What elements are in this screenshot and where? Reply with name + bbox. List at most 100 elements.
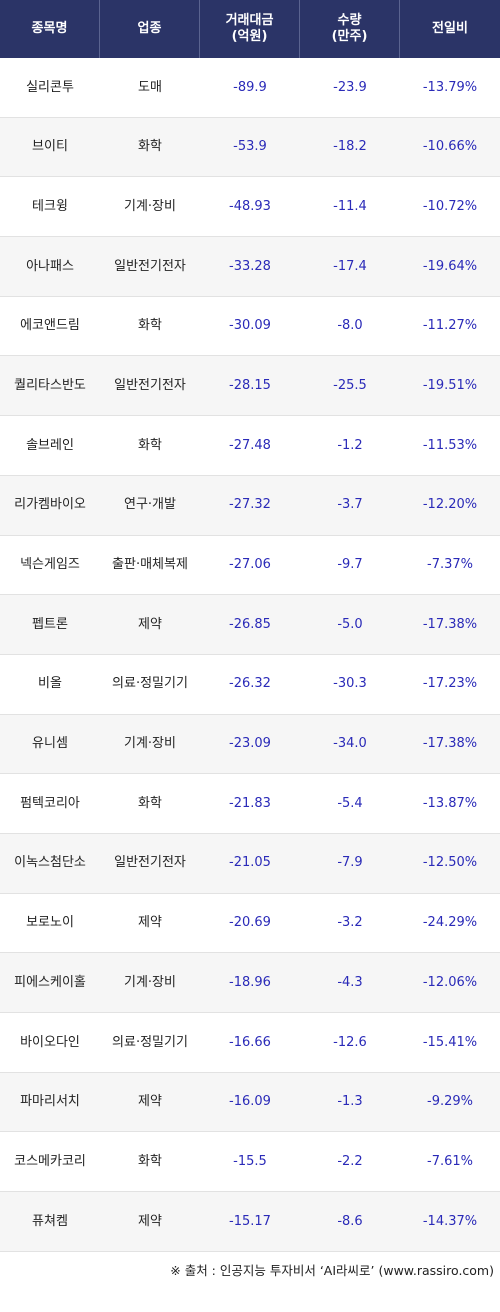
trade-volume: -18.2 [333, 139, 367, 155]
stock-name: 퓨쳐켐 [32, 1213, 68, 1229]
trade-volume: -34.0 [333, 736, 367, 752]
sector: 화학 [138, 437, 162, 453]
sector: 일반전기전자 [114, 377, 186, 393]
trade-value: -21.83 [229, 795, 271, 811]
trade-value: -27.06 [229, 557, 271, 573]
trade-volume: -17.4 [333, 258, 367, 274]
sector: 화학 [138, 795, 162, 811]
stock-name: 코스메카코리 [14, 1153, 86, 1169]
table-body: 실리콘투 도매 -89.9 -23.9 -13.79% 브이티 화학 -53.9 -18.2 -1… [0, 58, 500, 1252]
header-volume[interactable]: 수량 (만주) [300, 0, 400, 58]
sector: 출판·매체복제 [112, 557, 188, 573]
table-row[interactable]: 유니셈 기계·장비 -23.09 -34.0 -17.38% [0, 714, 500, 775]
stock-name: 아나패스 [26, 258, 74, 274]
header-value[interactable]: 거래대금 (억원) [200, 0, 300, 58]
table-row[interactable]: 펩트론 제약 -26.85 -5.0 -17.38% [0, 595, 500, 655]
sector: 도매 [138, 79, 162, 95]
change-rate: -12.06% [422, 974, 478, 990]
stock-name: 브이티 [32, 139, 68, 155]
table-row[interactable]: 퓨쳐켐 제약 -15.17 -8.6 -14.37% [0, 1192, 500, 1252]
trade-value: -16.09 [229, 1094, 271, 1110]
header-change[interactable]: 전일비 [432, 21, 468, 37]
stock-name: 실리콘투 [26, 79, 74, 95]
table-row[interactable]: 퀄리타스반도 일반전기전자 -28.15 -25.5 -19.51% [0, 356, 500, 417]
table-row[interactable]: 아나패스 일반전기전자 -33.28 -17.4 -19.64% [0, 237, 500, 297]
trade-value: -20.69 [229, 915, 271, 931]
trade-volume: -7.9 [337, 855, 363, 871]
trade-value: -27.32 [229, 497, 271, 513]
trade-volume: -4.3 [337, 974, 363, 990]
change-rate: -7.37% [427, 557, 473, 573]
stock-name: 에코앤드림 [20, 318, 80, 334]
trade-volume: -3.2 [337, 915, 363, 931]
trade-value: -18.96 [229, 974, 271, 990]
table-row[interactable]: 이녹스첨단소 일반전기전자 -21.05 -7.9 -12.50% [0, 833, 500, 894]
trade-volume: -3.7 [337, 497, 363, 513]
stock-name: 펩트론 [32, 616, 68, 632]
table-row[interactable]: 리가켐바이오 연구·개발 -27.32 -3.7 -12.20% [0, 475, 500, 536]
stock-name: 보로노이 [26, 915, 74, 931]
trade-volume: -8.0 [337, 318, 363, 334]
table-row[interactable]: 코스메카코리 화학 -15.5 -2.2 -7.61% [0, 1132, 500, 1193]
sector: 화학 [138, 139, 162, 155]
trade-value: -16.66 [229, 1034, 271, 1050]
change-rate: -17.38% [422, 736, 478, 752]
sector: 기계·장비 [124, 974, 176, 990]
change-rate: -19.51% [422, 377, 478, 393]
table-row[interactable]: 비올 의료·정밀기기 -26.32 -30.3 -17.23% [0, 655, 500, 715]
header-name[interactable]: 종목명 [0, 0, 100, 58]
trade-volume: -9.7 [337, 557, 363, 573]
stock-name: 이녹스첨단소 [14, 855, 86, 871]
change-rate: -12.50% [422, 855, 478, 871]
sector: 제약 [138, 1094, 162, 1110]
sector: 연구·개발 [124, 497, 176, 513]
trade-value: -28.15 [229, 377, 271, 393]
stock-name: 유니셈 [32, 736, 68, 752]
sector: 제약 [138, 915, 162, 931]
stock-name: 퀄리타스반도 [14, 377, 86, 393]
table-row[interactable]: 에코앤드림 화학 -30.09 -8.0 -11.27% [0, 297, 500, 357]
trade-value: -27.48 [229, 437, 271, 453]
trade-value: -48.93 [229, 198, 271, 214]
table-row[interactable]: 파마리서치 제약 -16.09 -1.3 -9.29% [0, 1072, 500, 1133]
header-sector[interactable]: 업종 [100, 0, 200, 58]
change-rate: -19.64% [422, 258, 478, 274]
table-header: 종목명 업종 거래대금 (억원) 수량 (만주) 전일비 [0, 0, 500, 58]
table-row[interactable]: 넥슨게임즈 출판·매체복제 -27.06 -9.7 -7.37% [0, 536, 500, 596]
trade-volume: -1.2 [337, 437, 363, 453]
table-row[interactable]: 피에스케이홀 기계·장비 -18.96 -4.3 -12.06% [0, 953, 500, 1013]
trade-volume: -11.4 [333, 198, 367, 214]
trade-volume: -25.5 [333, 377, 367, 393]
trade-volume: -1.3 [337, 1094, 363, 1110]
trade-value: -30.09 [229, 318, 271, 334]
change-rate: -7.61% [427, 1153, 473, 1169]
trade-value: -89.9 [233, 79, 267, 95]
table-row[interactable]: 바이오다인 의료·정밀기기 -16.66 -12.6 -15.41% [0, 1013, 500, 1073]
table-row[interactable]: 테크윙 기계·장비 -48.93 -11.4 -10.72% [0, 177, 500, 238]
stock-name: 넥슨게임즈 [20, 557, 80, 573]
table-row[interactable]: 솔브레인 화학 -27.48 -1.2 -11.53% [0, 416, 500, 476]
change-rate: -13.79% [422, 79, 478, 95]
table-row[interactable]: 펌텍코리아 화학 -21.83 -5.4 -13.87% [0, 774, 500, 834]
trade-value: -15.17 [229, 1213, 271, 1229]
sector: 일반전기전자 [114, 855, 186, 871]
table-row[interactable]: 보로노이 제약 -20.69 -3.2 -24.29% [0, 894, 500, 954]
sector: 제약 [138, 616, 162, 632]
trade-volume: -23.9 [333, 79, 367, 95]
sector: 의료·정밀기기 [112, 676, 188, 692]
change-rate: -17.38% [422, 616, 478, 632]
change-rate: -17.23% [422, 676, 478, 692]
trade-volume: -30.3 [333, 676, 367, 692]
trade-value: -33.28 [229, 258, 271, 274]
sector: 화학 [138, 318, 162, 334]
change-rate: -15.41% [422, 1034, 478, 1050]
trade-value: -15.5 [233, 1153, 267, 1169]
trade-volume: -8.6 [337, 1213, 363, 1229]
stock-name: 리가켐바이오 [14, 497, 86, 513]
table-row[interactable]: 브이티 화학 -53.9 -18.2 -10.66% [0, 117, 500, 178]
change-rate: -12.20% [422, 497, 478, 513]
sector: 제약 [138, 1213, 162, 1229]
source-note: ※ 출처 : 인공지능 투자비서 ‘AI라씨로’ (www.rassiro.co… [170, 1263, 494, 1278]
table-row[interactable]: 실리콘투 도매 -89.9 -23.9 -13.79% [0, 58, 500, 118]
stock-name: 파마리서치 [20, 1094, 80, 1110]
